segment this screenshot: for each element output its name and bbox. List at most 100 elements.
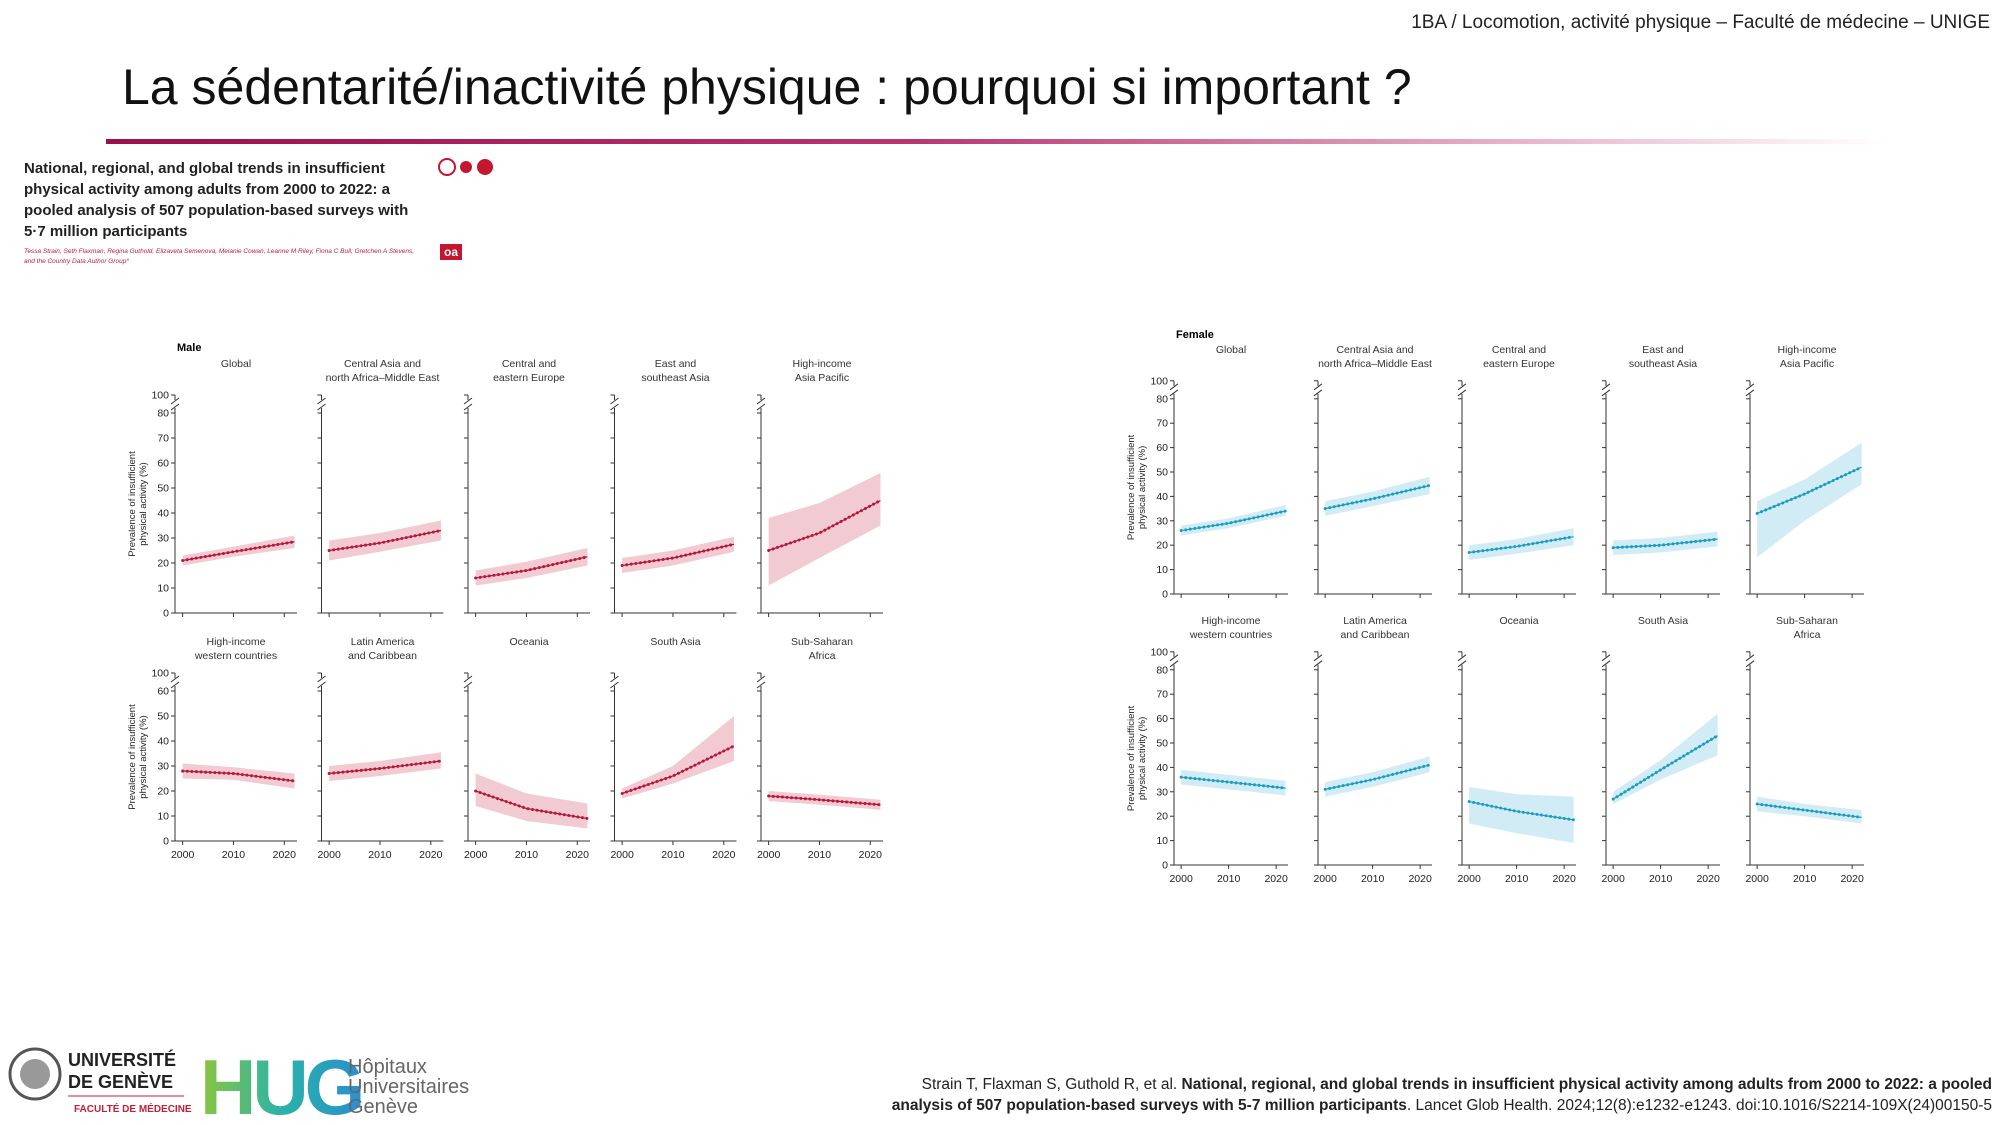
axis-break xyxy=(170,681,180,689)
y-tick-label: 50 xyxy=(157,483,169,495)
y-tick-label: 10 xyxy=(157,583,169,595)
uncertainty-band xyxy=(1181,504,1286,536)
x-tick-label: 2000 xyxy=(464,849,488,861)
trend-line-base xyxy=(768,795,881,806)
unige-seal xyxy=(8,1047,62,1101)
y-tick-label: 30 xyxy=(1156,515,1168,527)
x-tick-label: 2020 xyxy=(859,849,883,861)
x-tick-label: 2000 xyxy=(1601,873,1625,885)
axis-break xyxy=(610,675,619,683)
x-tick-label: 2000 xyxy=(1457,873,1481,885)
axis-break xyxy=(463,397,473,405)
y-tick-label: 20 xyxy=(1156,540,1168,552)
y-tick-label: 60 xyxy=(157,458,169,470)
x-tick-label: 2020 xyxy=(1408,873,1432,885)
y-tick-label: 80 xyxy=(157,408,169,420)
x-tick-label: 2020 xyxy=(712,849,736,861)
uncertainty-band xyxy=(1469,786,1574,844)
axis-break xyxy=(463,681,473,689)
uncertainty-band xyxy=(1325,476,1430,516)
axis-break xyxy=(756,675,766,683)
axis-break xyxy=(1169,389,1179,397)
x-tick-label: 2020 xyxy=(1840,873,1864,885)
panel-title: South Asia xyxy=(1638,615,1688,627)
x-tick-label: 2020 xyxy=(1552,873,1576,885)
trend-line-base xyxy=(182,541,295,562)
x-tick-label: 2010 xyxy=(808,849,832,861)
uncertainty-band xyxy=(622,716,734,799)
x-tick-label: 2000 xyxy=(317,849,341,861)
axis-break xyxy=(1745,389,1755,397)
axis-break xyxy=(1313,660,1323,668)
y-axis-label: Prevalence of insufficient xyxy=(1126,705,1137,811)
uncertainty-band xyxy=(1757,796,1862,824)
y-tick-label: 50 xyxy=(1156,738,1168,750)
unige-seal-inner xyxy=(20,1059,50,1089)
x-tick-label: 2010 xyxy=(1649,873,1673,885)
y-tick-label: 80 xyxy=(1156,664,1168,676)
panel-title: High-income xyxy=(1778,344,1837,356)
panel-title: Oceania xyxy=(1499,615,1538,627)
panel-title: and Caribbean xyxy=(1341,629,1410,641)
y-tick-label: 100 xyxy=(151,390,169,402)
trend-line-base xyxy=(622,543,735,567)
y-tick-label: 70 xyxy=(1156,689,1168,701)
y-tick-label: 30 xyxy=(1156,786,1168,798)
axis-break xyxy=(1457,660,1467,668)
uncertainty-band xyxy=(1325,756,1430,797)
unige-name: UNIVERSITÉ xyxy=(68,1049,176,1070)
y-axis-label: physical activity (%) xyxy=(138,715,149,798)
panel-title: High-income xyxy=(1202,615,1261,627)
axis-break xyxy=(610,403,619,411)
panel-title: Asia Pacific xyxy=(795,372,849,384)
trend-line-base xyxy=(1181,510,1286,532)
slide-title: La sédentarité/inactivité physique : pou… xyxy=(122,59,1412,115)
axis-break xyxy=(1313,654,1323,662)
hug-name: Hôpitaux xyxy=(348,1056,427,1078)
panel-title: Global xyxy=(221,358,251,370)
x-tick-label: 2010 xyxy=(1217,873,1241,885)
axis-break xyxy=(463,675,473,683)
y-tick-label: 20 xyxy=(157,786,169,798)
panel-title: Africa xyxy=(1794,629,1821,641)
panel-title: Central and xyxy=(502,358,556,370)
panel-title: East and xyxy=(1642,344,1684,356)
hug-name: Universitaires xyxy=(348,1076,469,1098)
axis-break xyxy=(1601,383,1611,391)
paper-authors: Tessa Strain, Seth Flaxman, Regina Gutho… xyxy=(24,248,415,265)
x-tick-label: 2000 xyxy=(171,849,195,861)
x-tick-label: 2000 xyxy=(1745,873,1769,885)
y-tick-label: 100 xyxy=(151,668,169,680)
y-tick-label: 50 xyxy=(157,711,169,723)
y-tick-label: 10 xyxy=(1156,564,1168,576)
x-tick-label: 2020 xyxy=(1264,873,1288,885)
y-tick-label: 80 xyxy=(1156,393,1168,405)
uncertainty-band xyxy=(1613,713,1718,804)
open-access-badge: oa xyxy=(440,244,463,260)
panel-title: Asia Pacific xyxy=(1780,358,1834,370)
logos: UNIVERSITÉ DE GENÈVE FACULTÉ DE MÉDECINE… xyxy=(8,1046,469,1121)
y-tick-label: 70 xyxy=(1156,418,1168,430)
trend-line-base xyxy=(621,745,735,795)
x-tick-label: 2010 xyxy=(515,849,539,861)
axis-break xyxy=(317,681,326,689)
axis-break xyxy=(1169,383,1179,391)
y-axis-label: Prevalence of insufficient xyxy=(127,704,138,810)
paper-icons xyxy=(438,158,493,176)
y-tick-label: 20 xyxy=(1156,811,1168,823)
x-tick-label: 2010 xyxy=(661,849,685,861)
chart-label: Male xyxy=(177,342,201,354)
uncertainty-band xyxy=(329,520,441,561)
panel-title: eastern Europe xyxy=(1483,358,1555,370)
panel-title: eastern Europe xyxy=(493,372,565,384)
uncertainty-band xyxy=(622,536,734,573)
x-tick-label: 2000 xyxy=(1169,873,1193,885)
y-tick-label: 60 xyxy=(1156,442,1168,454)
trend-line-base xyxy=(475,556,588,579)
panel-title: Oceania xyxy=(509,636,548,648)
y-tick-label: 70 xyxy=(157,433,169,445)
axis-break xyxy=(1601,660,1611,668)
hug-logo: HUG xyxy=(200,1046,361,1121)
